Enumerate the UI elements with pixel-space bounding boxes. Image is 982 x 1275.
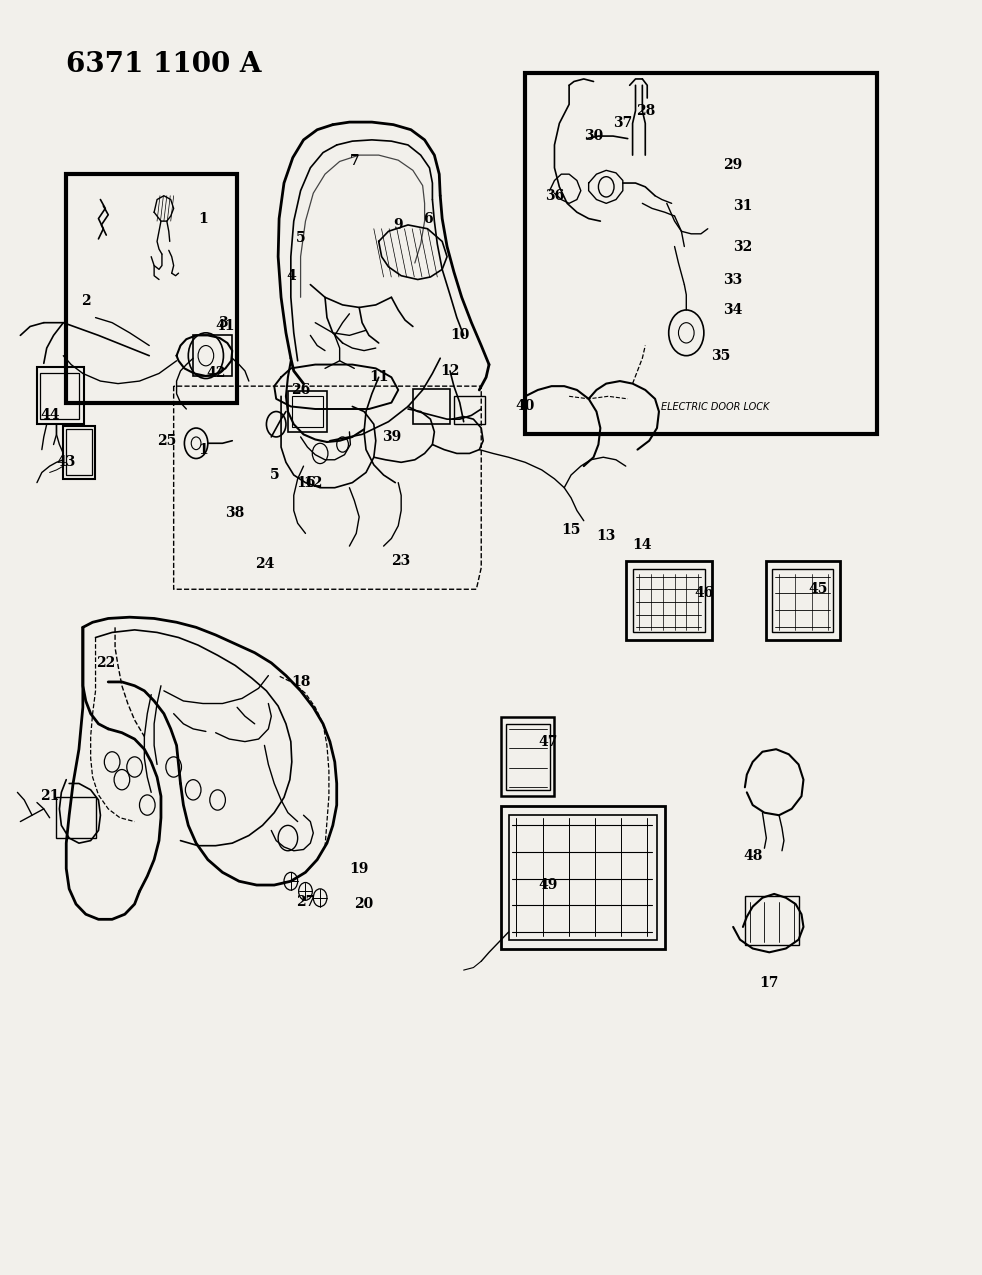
Text: 24: 24: [254, 557, 274, 571]
Text: 46: 46: [694, 586, 714, 601]
Text: 39: 39: [382, 430, 401, 444]
Text: 22: 22: [95, 655, 115, 669]
Text: 6371 1100 A: 6371 1100 A: [66, 51, 262, 78]
Text: 15: 15: [562, 523, 580, 537]
Bar: [525, 73, 877, 435]
Bar: [288, 391, 327, 432]
Text: 29: 29: [724, 158, 742, 172]
Bar: [193, 335, 232, 376]
Text: 25: 25: [157, 434, 177, 448]
Bar: [766, 561, 840, 640]
Text: 48: 48: [743, 849, 762, 863]
Text: 16: 16: [296, 476, 315, 490]
Text: 26: 26: [291, 382, 310, 397]
Text: 12: 12: [440, 363, 460, 377]
Text: 1: 1: [198, 442, 208, 456]
Bar: [626, 561, 712, 640]
Bar: [745, 896, 798, 945]
Text: 45: 45: [808, 583, 828, 597]
Text: 38: 38: [226, 506, 245, 520]
Text: 47: 47: [538, 734, 558, 748]
Text: 32: 32: [734, 240, 752, 254]
Text: 33: 33: [724, 273, 742, 287]
Bar: [506, 724, 550, 789]
Text: 44: 44: [40, 408, 59, 422]
Text: 13: 13: [596, 529, 616, 543]
Text: 49: 49: [538, 878, 558, 892]
Text: 34: 34: [724, 303, 742, 317]
Bar: [772, 569, 833, 632]
Text: 37: 37: [613, 116, 632, 130]
Bar: [412, 389, 450, 425]
Bar: [292, 397, 323, 427]
Text: 14: 14: [632, 538, 652, 552]
Text: 11: 11: [369, 370, 389, 384]
Text: 5: 5: [269, 468, 279, 482]
Text: 35: 35: [711, 348, 730, 362]
Bar: [509, 815, 657, 940]
Text: 9: 9: [394, 218, 403, 232]
Bar: [632, 569, 705, 632]
Text: 20: 20: [355, 898, 374, 912]
Text: 7: 7: [350, 154, 359, 168]
Text: 10: 10: [450, 329, 469, 343]
Text: 27: 27: [296, 895, 315, 909]
Text: 18: 18: [291, 674, 310, 688]
Text: 36: 36: [545, 189, 564, 203]
Text: 6: 6: [422, 212, 432, 226]
Bar: [57, 797, 95, 838]
Bar: [66, 175, 237, 403]
Text: 30: 30: [584, 129, 603, 143]
Text: 4: 4: [286, 269, 296, 283]
Bar: [454, 397, 485, 425]
Text: 31: 31: [734, 199, 752, 213]
Text: 43: 43: [57, 455, 76, 469]
Text: 17: 17: [760, 975, 779, 989]
Text: ELECTRIC DOOR LOCK: ELECTRIC DOOR LOCK: [661, 402, 769, 412]
Text: 21: 21: [40, 789, 59, 803]
Text: 3: 3: [218, 316, 227, 330]
Bar: [63, 426, 94, 479]
Bar: [40, 374, 79, 419]
Bar: [501, 806, 665, 949]
Text: 41: 41: [216, 320, 235, 334]
Text: 2: 2: [81, 295, 90, 309]
Bar: [37, 367, 83, 425]
Bar: [501, 718, 555, 796]
Text: 1: 1: [198, 212, 208, 226]
Text: 5: 5: [296, 231, 305, 245]
Text: 28: 28: [635, 103, 655, 117]
Text: 42: 42: [206, 366, 225, 380]
Bar: [66, 430, 91, 476]
Text: 12: 12: [303, 476, 323, 490]
Text: 40: 40: [516, 399, 535, 413]
Text: 23: 23: [392, 555, 410, 569]
Text: 19: 19: [350, 862, 369, 876]
